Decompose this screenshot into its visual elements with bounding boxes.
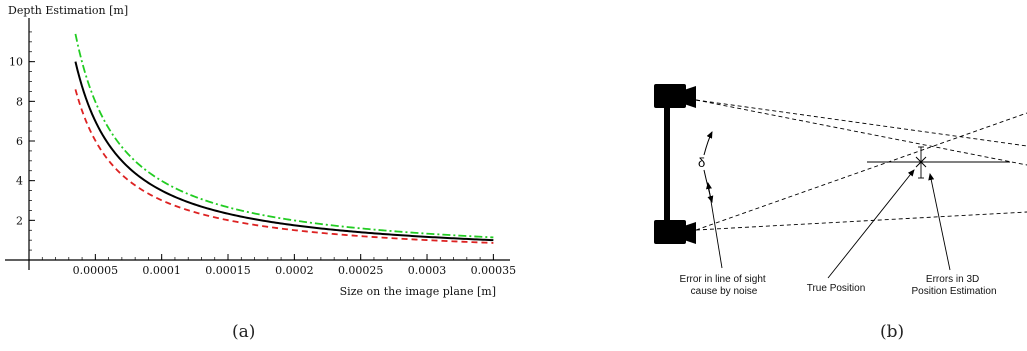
y-axis-label: Depth Estimation [m] bbox=[8, 4, 128, 17]
series-line-red bbox=[75, 89, 493, 243]
x-axis-label: Size on the image plane [m] bbox=[340, 285, 496, 298]
error-bars bbox=[867, 147, 1010, 178]
y-tick-label: 10 bbox=[9, 56, 23, 69]
lines-of-sight bbox=[696, 100, 1027, 230]
label-errors-3d: Errors in 3D Position Estimation bbox=[911, 274, 996, 297]
line-of-sight-top-upper bbox=[696, 100, 1027, 146]
x-tick-label: 0.00015 bbox=[205, 264, 251, 277]
x-tick-label: 0.00025 bbox=[338, 264, 384, 277]
line-of-sight-bottom-upper bbox=[696, 113, 1027, 230]
x-tick-label: 0.0002 bbox=[275, 264, 314, 277]
depth-estimation-chart: 0.00005 0.0001 0.00015 0.0002 0.00025 0.0003 0… bbox=[0, 0, 600, 320]
x-tick-label: 0.00005 bbox=[73, 264, 119, 277]
x-tick-label: 0.0003 bbox=[408, 264, 447, 277]
label-true-position: True Position bbox=[807, 283, 866, 294]
x-tick-label: 0.0001 bbox=[142, 264, 181, 277]
series-line-green bbox=[75, 34, 493, 237]
label-error-line-of-sight: Error in line of sight cause by noise bbox=[680, 274, 769, 297]
delta-symbol: δ bbox=[698, 155, 705, 170]
y-tick-label: 4 bbox=[16, 175, 23, 188]
line-of-sight-bottom-lower bbox=[696, 212, 1027, 230]
caption-a: (a) bbox=[232, 322, 255, 342]
stereo-error-diagram: δ Error in line of sight cause by noise … bbox=[600, 0, 1027, 320]
baseline-bar bbox=[664, 100, 670, 228]
line-of-sight-top-lower bbox=[696, 100, 1027, 165]
camera-bottom-icon bbox=[654, 220, 696, 244]
camera-top-icon bbox=[654, 84, 696, 108]
y-tick-label: 6 bbox=[16, 135, 23, 148]
caption-b: (b) bbox=[880, 322, 904, 342]
y-tick-label: 2 bbox=[16, 214, 23, 227]
series-lines bbox=[75, 34, 493, 243]
x-tick-label: 0.00035 bbox=[471, 264, 517, 277]
y-tick-label: 8 bbox=[16, 95, 23, 108]
series-line-black bbox=[75, 62, 493, 241]
annotation-pointers bbox=[708, 170, 950, 278]
